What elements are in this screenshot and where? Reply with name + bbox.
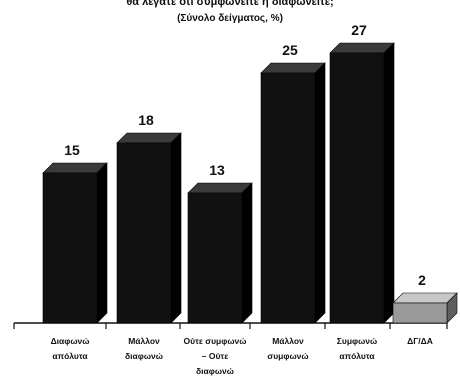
category-label: απόλυτα (52, 351, 88, 361)
bar-2 (116, 132, 182, 324)
bar-front-face (329, 52, 385, 324)
bar-front-face (187, 192, 243, 324)
chart-title: θα λέγατε ότι συμφωνείτε ή διαφωνείτε; (126, 0, 333, 8)
bar-6 (392, 292, 458, 324)
bar-front-face (116, 142, 172, 324)
bar-top-face (187, 182, 253, 194)
category-label: Διαφωνώ (51, 336, 90, 346)
category-labels-group: Διαφωνώ απόλυτα Μάλλον διαφωνώ Ούτε συμφωνώ –… (51, 336, 433, 376)
bar-side-face (314, 62, 326, 324)
ticks-group (13, 323, 448, 329)
category-label: απόλυτα (339, 351, 375, 361)
data-label: 13 (209, 162, 225, 178)
category-label: Ούτε συμφωνώ (184, 336, 247, 346)
bar-top-face (260, 62, 326, 74)
bar-front-face (392, 302, 448, 324)
bar-4 (260, 62, 326, 324)
category-label: Συμφωνώ (337, 336, 377, 346)
bar-5 (329, 42, 395, 324)
category-label: Μάλλον (128, 336, 160, 346)
data-label: 27 (351, 22, 367, 38)
chart-subtitle: (Σύνολο δείγματος, %) (177, 13, 283, 24)
bar-1 (42, 162, 108, 324)
data-label: 25 (282, 42, 298, 58)
bar-top-face (116, 132, 182, 144)
category-label: ΔΓ/ΔΑ (407, 336, 433, 346)
bar-side-face (383, 42, 395, 324)
category-label: – Ούτε (202, 351, 228, 361)
bar-front-face (260, 72, 316, 324)
bar-top-face (329, 42, 395, 54)
category-label: Μάλλον (272, 336, 304, 346)
bar-top-face (392, 292, 458, 304)
bar-side-face (241, 182, 253, 324)
bar-3 (187, 182, 253, 324)
bar-side-face (170, 132, 182, 324)
category-label: διαφωνώ (196, 366, 234, 376)
data-label: 2 (418, 272, 426, 288)
bars-group: 15 18 13 25 27 2 (42, 22, 458, 324)
category-label: συμφωνώ (267, 351, 308, 361)
data-label: 18 (138, 112, 154, 128)
bar-front-face (42, 172, 98, 324)
category-label: διαφωνώ (125, 351, 163, 361)
data-label: 15 (64, 142, 80, 158)
bar-side-face (96, 162, 108, 324)
bar-top-face (42, 162, 108, 174)
